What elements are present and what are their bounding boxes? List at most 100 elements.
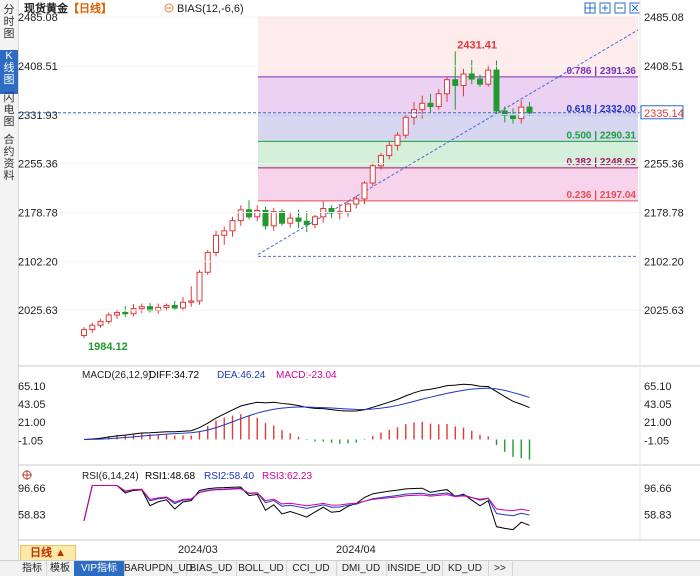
candle [237, 205, 244, 226]
price-tick-left: 2408.51 [18, 61, 58, 73]
macd-tick-left: 43.05 [18, 399, 46, 411]
rsi-settings-icon[interactable] [22, 470, 32, 480]
candle-body [237, 209, 244, 222]
period-selector[interactable]: 日线 ▲ [20, 545, 76, 561]
macd-tick-right: 65.10 [644, 381, 672, 393]
candle-body [353, 198, 360, 205]
price-tick-right: 2485.08 [644, 12, 684, 24]
candle-body [345, 203, 351, 213]
candle-body [287, 217, 294, 224]
candle [287, 211, 294, 228]
candle-body [81, 329, 87, 336]
price-tick-right: 2255.36 [644, 159, 684, 171]
fib-level-label: 0.236 | 2197.04 [566, 190, 636, 201]
candle-body [229, 220, 236, 232]
candle-body [246, 209, 252, 218]
rsi3-label: RSI3:62.23 [262, 471, 312, 482]
crosshair-icon[interactable] [584, 2, 596, 14]
side-tab-label: 闪电图 [3, 92, 15, 128]
toolbar-tab[interactable]: DMI_UD [336, 561, 387, 576]
side-tab-label: 分时图 [3, 4, 15, 40]
price-tick-right: 2102.20 [644, 256, 684, 268]
candle [221, 226, 228, 245]
fib-level-label: 0.500 | 2290.31 [566, 130, 636, 141]
settings-icon[interactable] [164, 3, 174, 13]
side-tab-contract[interactable]: 合约资料 [0, 134, 18, 186]
candle [213, 230, 219, 257]
zoom-in-icon[interactable] [599, 2, 611, 14]
price-tick-left: 2331.93 [18, 110, 58, 122]
candle-body [130, 308, 137, 315]
candle-body [493, 69, 500, 112]
instrument-title: 现货黄金 [24, 1, 69, 15]
candle [114, 309, 120, 319]
candle-body [477, 78, 483, 85]
candle-body [485, 69, 492, 85]
candle [122, 306, 129, 317]
macd-title: MACD(26,12,9) [82, 370, 151, 381]
kline-chart[interactable]: 现货黄金 【日线】 BIAS(12,-6,6) 0.786 | 2391.360… [18, 0, 700, 560]
price-tick-left: 2255.36 [18, 159, 58, 171]
toolbar-tab[interactable]: 指标 [18, 561, 47, 576]
candle-body [444, 79, 450, 95]
candle [477, 74, 483, 87]
candle [204, 249, 211, 275]
fibonacci-retracement[interactable]: 0.786 | 2391.36 0.618 | 2332.00 0.500 | 22… [258, 16, 638, 257]
candle-body [114, 311, 120, 316]
macd-histogram [91, 414, 531, 460]
fib-level-label: 0.382 | 2248.62 [566, 157, 636, 168]
candle [279, 209, 285, 226]
toolbar-tab[interactable]: INSIDE_UD [386, 561, 443, 576]
candle-body [361, 182, 368, 200]
rsi-tick-left: 58.83 [18, 510, 46, 522]
low-price-label: 1984.12 [88, 341, 128, 353]
price-tick-left: 2178.78 [18, 207, 58, 219]
candle [89, 322, 96, 333]
candle-body [452, 79, 459, 86]
candle-body [89, 324, 96, 331]
price-tick-left: 2485.08 [18, 12, 58, 24]
toolbar-tab[interactable]: 模板 [46, 561, 75, 576]
candle-body [468, 73, 475, 80]
candle [196, 269, 203, 305]
side-tab-flash[interactable]: 闪电图 [0, 92, 18, 130]
candle-body [378, 155, 384, 167]
candle [171, 300, 178, 310]
candle [485, 65, 492, 87]
side-tab-timeshare[interactable]: 分时图 [0, 4, 18, 42]
candle-body [411, 109, 417, 118]
candle-body [163, 304, 170, 308]
price-tick-left: 2025.63 [18, 305, 58, 317]
candle-body [402, 116, 409, 136]
candle-body [526, 106, 533, 114]
candle [262, 206, 269, 230]
toolbar-tab[interactable]: BARUPDN_UD [124, 561, 193, 576]
rsi1-line [83, 485, 530, 531]
candle-body [213, 234, 219, 254]
toolbar-tab[interactable]: BIAS_UD [186, 561, 237, 576]
candle [460, 68, 467, 97]
candle-body [262, 209, 269, 227]
candle [138, 303, 145, 314]
toolbar-tab[interactable]: VIP指标 [74, 561, 125, 576]
candle [229, 216, 236, 237]
candle [402, 113, 409, 139]
macd-tick-left: -1.05 [18, 435, 43, 447]
macd-value-label: MACD:-23.04 [276, 370, 337, 381]
candle-body [171, 304, 178, 309]
bottom-toolbar: 指标 模板 VIP指标 BARUPDN_UD BIAS_UD BOLL_UD CCI_UD D… [0, 560, 700, 576]
side-tab-kline[interactable]: K线图 [0, 50, 18, 94]
zoom-out-icon[interactable] [614, 2, 626, 14]
current-price-text: 2335.14 [644, 108, 684, 120]
trend-channel[interactable] [257, 29, 639, 255]
toolbar-tab[interactable]: BOLL_UD [236, 561, 287, 576]
toolbar-tab[interactable]: CCI_UD [286, 561, 337, 576]
candle [444, 76, 450, 103]
toolbar-tab[interactable]: KD_UD [442, 561, 489, 576]
fib-level-label: 0.618 | 2332.00 [566, 104, 636, 115]
candle [427, 93, 434, 113]
toolbar-tab[interactable]: >> [488, 561, 513, 576]
fib-zone [258, 114, 638, 142]
fib-level-label: 0.786 | 2391.36 [566, 66, 636, 77]
expand-icon[interactable] [629, 2, 641, 14]
